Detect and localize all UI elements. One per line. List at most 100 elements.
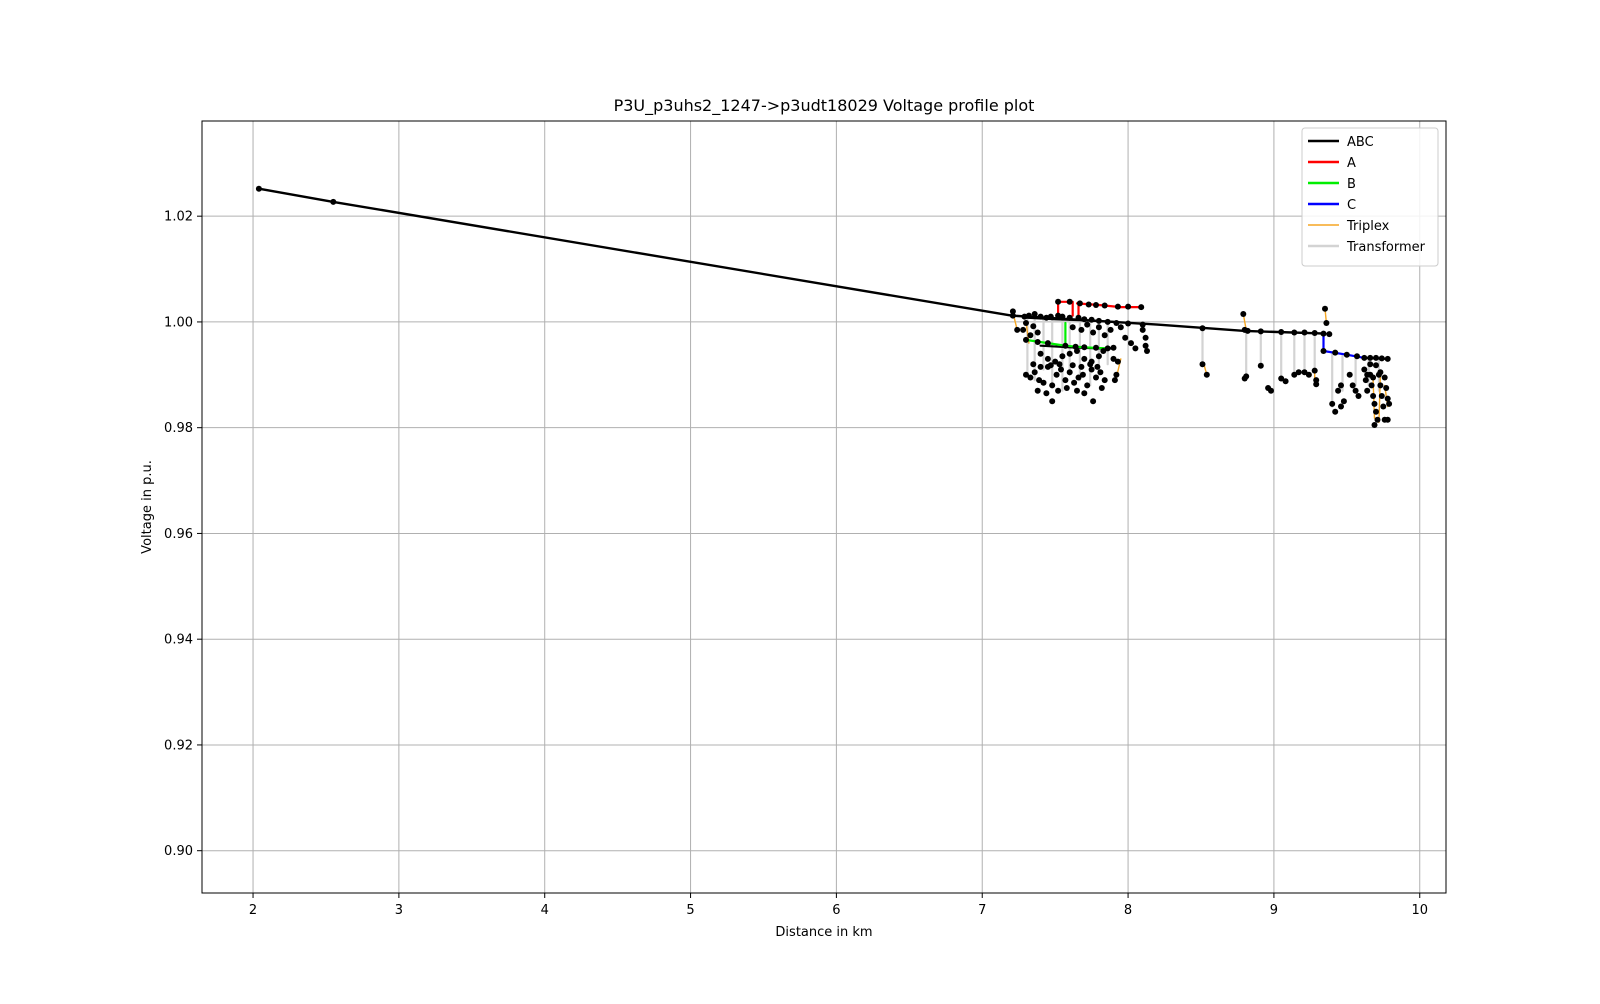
bus-node-point bbox=[1139, 321, 1146, 328]
bus-node-point bbox=[1076, 300, 1083, 307]
bus-node-point bbox=[1059, 353, 1066, 360]
bus-node-point bbox=[1009, 312, 1016, 319]
bus-node-point bbox=[1027, 374, 1034, 381]
x-tick-label: 9 bbox=[1270, 903, 1278, 918]
bus-node-point bbox=[1040, 379, 1047, 386]
bus-node-point bbox=[1199, 361, 1206, 368]
bus-node-point bbox=[1090, 398, 1097, 405]
bus-node-point bbox=[1069, 324, 1076, 331]
bus-node-point bbox=[1295, 369, 1302, 376]
bus-node-point bbox=[1364, 387, 1371, 394]
bus-node-point bbox=[1282, 378, 1289, 385]
legend-label-transformer: Transformer bbox=[1346, 240, 1426, 255]
bus-node-point bbox=[1031, 369, 1038, 376]
y-axis-label: Voltage in p.u. bbox=[140, 460, 155, 554]
bus-node-point bbox=[1364, 371, 1371, 378]
bus-node-point bbox=[1098, 385, 1105, 391]
legend-label-a: A bbox=[1347, 156, 1356, 171]
bus-node-point bbox=[1381, 374, 1388, 381]
bus-node-point bbox=[1055, 387, 1062, 394]
series-a-line bbox=[1056, 300, 1074, 317]
bus-node-point bbox=[1332, 408, 1339, 415]
bus-node-point bbox=[1122, 334, 1129, 341]
legend-label-c: C bbox=[1347, 198, 1356, 213]
bus-node-point bbox=[1378, 393, 1385, 399]
bus-node-point bbox=[1034, 339, 1041, 345]
bus-node-point bbox=[1101, 377, 1108, 384]
bus-node-point bbox=[1093, 302, 1099, 308]
bus-node-point bbox=[1374, 416, 1381, 423]
bus-node-point bbox=[1291, 371, 1298, 378]
bus-node-point bbox=[1335, 387, 1342, 394]
bus-node-point bbox=[1056, 361, 1063, 368]
bus-node-point bbox=[1142, 334, 1149, 341]
bus-node-point bbox=[1343, 351, 1350, 358]
bus-node-point bbox=[1373, 408, 1379, 415]
bus-node-point bbox=[1322, 305, 1328, 312]
bus-node-point bbox=[1097, 369, 1104, 376]
bus-node-point bbox=[1063, 385, 1070, 391]
bus-node-point bbox=[1074, 348, 1080, 354]
x-axis-label: Distance in km bbox=[775, 925, 872, 940]
bus-node-point bbox=[1066, 350, 1073, 357]
x-tick-label: 4 bbox=[541, 903, 549, 918]
bus-node-point bbox=[1100, 348, 1107, 354]
bus-node-point bbox=[1084, 321, 1091, 328]
bus-node-point bbox=[1023, 320, 1029, 326]
bus-node-point bbox=[1058, 366, 1064, 373]
bus-node-point bbox=[1138, 304, 1145, 311]
bus-node-point bbox=[1104, 345, 1111, 352]
bus-node-point bbox=[1066, 314, 1073, 321]
bus-node-point bbox=[1368, 382, 1375, 389]
bus-node-point bbox=[1240, 311, 1247, 317]
bus-node-point bbox=[1291, 329, 1298, 336]
bus-node-point bbox=[1081, 316, 1088, 323]
bus-node-point bbox=[1075, 374, 1082, 381]
y-tick-label: 1.02 bbox=[164, 210, 193, 225]
y-tick-label: 0.94 bbox=[164, 633, 193, 648]
bus-node-point bbox=[1326, 331, 1333, 338]
x-tick-label: 6 bbox=[832, 903, 840, 918]
bus-node-point bbox=[1257, 328, 1264, 335]
bus-node-point bbox=[1049, 398, 1056, 405]
bus-node-point bbox=[1384, 416, 1391, 423]
bus-node-point bbox=[1044, 340, 1051, 347]
bus-node-point bbox=[1142, 342, 1149, 349]
bus-node-point bbox=[1085, 301, 1092, 308]
bus-node-point bbox=[1354, 353, 1360, 360]
bus-node-point bbox=[1380, 403, 1387, 410]
y-tick-label: 1.00 bbox=[164, 315, 193, 330]
bus-node-point bbox=[1377, 382, 1384, 389]
bus-node-point bbox=[1370, 393, 1377, 399]
bus-node-point bbox=[1114, 358, 1121, 365]
bus-node-point bbox=[1095, 353, 1102, 360]
bus-node-point bbox=[1079, 371, 1086, 378]
bus-node-point bbox=[1071, 379, 1078, 386]
bus-node-point bbox=[1367, 361, 1374, 368]
bus-node-point bbox=[1107, 326, 1114, 333]
bus-node-point bbox=[1081, 355, 1088, 362]
bus-node-point bbox=[1340, 398, 1347, 405]
bus-node-point bbox=[1043, 390, 1050, 397]
bus-node-point bbox=[1257, 362, 1264, 369]
bus-node-point bbox=[1047, 313, 1054, 320]
bus-node-point bbox=[1110, 344, 1117, 351]
bus-node-point bbox=[1346, 371, 1353, 378]
bus-node-point bbox=[1125, 320, 1132, 327]
bus-node-point bbox=[1081, 344, 1088, 351]
bus-node-point bbox=[1361, 354, 1368, 361]
bus-node-point bbox=[1111, 377, 1118, 384]
bus-node-point bbox=[1023, 336, 1029, 343]
bus-node-point bbox=[1069, 362, 1076, 369]
bus-node-point bbox=[1049, 382, 1056, 389]
bus-node-point bbox=[1370, 374, 1377, 381]
legend: ABC ABC Triplex Transformer bbox=[1301, 127, 1439, 267]
bus-node-point bbox=[1128, 340, 1134, 347]
bus-node-point bbox=[1373, 362, 1379, 369]
bus-node-point bbox=[1037, 363, 1044, 370]
bus-node-point bbox=[1101, 302, 1108, 309]
bus-node-point bbox=[1117, 324, 1124, 331]
legend-label-abc: ABC bbox=[1347, 135, 1374, 150]
chart-title: P3U_p3uhs2_1247->p3udt18029 Voltage prof… bbox=[614, 96, 1035, 116]
bus-node-point bbox=[1062, 342, 1069, 349]
